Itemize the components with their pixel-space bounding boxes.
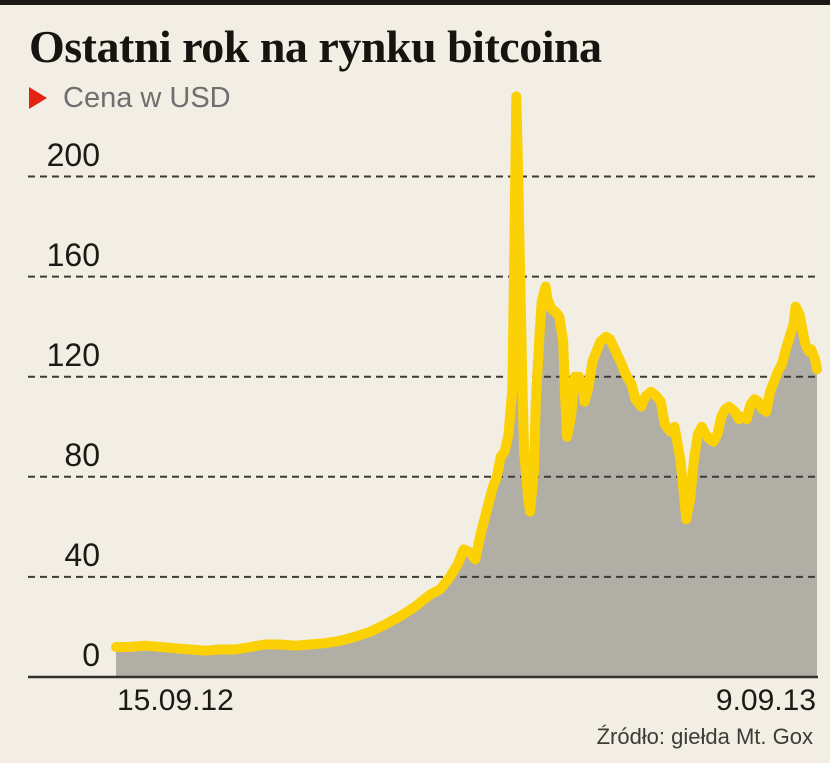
price-line [111, 91, 822, 656]
source-note: Źródło: giełda Mt. Gox [596, 724, 813, 749]
area-fill [116, 96, 817, 677]
y-axis-tick-label-160: 160 [46, 236, 100, 273]
legend: Cena w USD [29, 82, 231, 114]
chart-title: Ostatni rok na rynku bitcoina [29, 21, 602, 72]
x-axis-label-start: 15.09.12 [117, 684, 234, 717]
y-axis-tick-label-0: 0 [82, 637, 100, 673]
legend-label: Cena w USD [63, 82, 231, 114]
top-accent-bar [0, 0, 830, 5]
y-axis-tick-label-40: 40 [64, 536, 100, 573]
legend-triangle-icon [29, 87, 47, 109]
y-axis-tick-label-80: 80 [64, 436, 100, 473]
x-axis-label-end: 9.09.13 [715, 684, 816, 717]
y-axis-tick-label-120: 120 [46, 336, 100, 373]
y-axis-tick-label-200: 200 [46, 136, 100, 173]
